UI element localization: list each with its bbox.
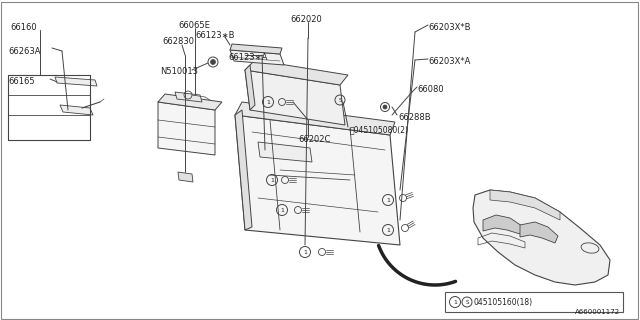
Text: 66263A: 66263A (8, 46, 40, 55)
Polygon shape (483, 215, 522, 234)
Text: 1: 1 (386, 197, 390, 203)
Polygon shape (230, 44, 282, 54)
Polygon shape (245, 65, 255, 110)
Polygon shape (175, 92, 202, 102)
Polygon shape (158, 102, 215, 155)
Text: 662020: 662020 (290, 15, 322, 25)
Circle shape (383, 105, 387, 109)
Circle shape (211, 60, 216, 65)
Text: 66203X*B: 66203X*B (428, 23, 470, 33)
Text: A660001172: A660001172 (575, 309, 620, 315)
Polygon shape (158, 94, 222, 110)
Polygon shape (230, 50, 284, 65)
Polygon shape (55, 77, 97, 86)
Polygon shape (473, 190, 610, 285)
Text: 1: 1 (453, 300, 457, 305)
Text: 1: 1 (266, 100, 270, 105)
Text: S: S (339, 98, 342, 102)
Text: 66080: 66080 (417, 85, 444, 94)
Polygon shape (60, 105, 93, 115)
Polygon shape (520, 222, 558, 243)
Polygon shape (245, 60, 348, 85)
Text: 1: 1 (270, 178, 274, 182)
Text: 66288B: 66288B (398, 114, 431, 123)
Text: 66065E: 66065E (178, 20, 210, 29)
Text: 66203X*A: 66203X*A (428, 58, 470, 67)
Polygon shape (258, 142, 312, 162)
Text: Ⓢ045105080(2): Ⓢ045105080(2) (350, 125, 409, 134)
Polygon shape (235, 115, 400, 245)
Text: 1: 1 (280, 207, 284, 212)
Text: S: S (465, 300, 468, 305)
Text: 66160: 66160 (10, 22, 36, 31)
Text: 1: 1 (386, 228, 390, 233)
Polygon shape (235, 102, 395, 135)
Text: 66123∗A: 66123∗A (228, 53, 268, 62)
Polygon shape (245, 70, 345, 125)
Text: 662830: 662830 (162, 37, 194, 46)
Text: N510013: N510013 (160, 68, 198, 76)
Text: 66202C: 66202C (298, 135, 330, 145)
Polygon shape (178, 172, 193, 182)
Bar (445, 292, 623, 312)
Text: 1: 1 (303, 250, 307, 254)
Text: 66165: 66165 (8, 77, 35, 86)
Text: 66123∗B: 66123∗B (195, 30, 234, 39)
Polygon shape (235, 110, 252, 230)
Text: 045105160(18): 045105160(18) (474, 298, 533, 307)
Polygon shape (490, 190, 560, 220)
